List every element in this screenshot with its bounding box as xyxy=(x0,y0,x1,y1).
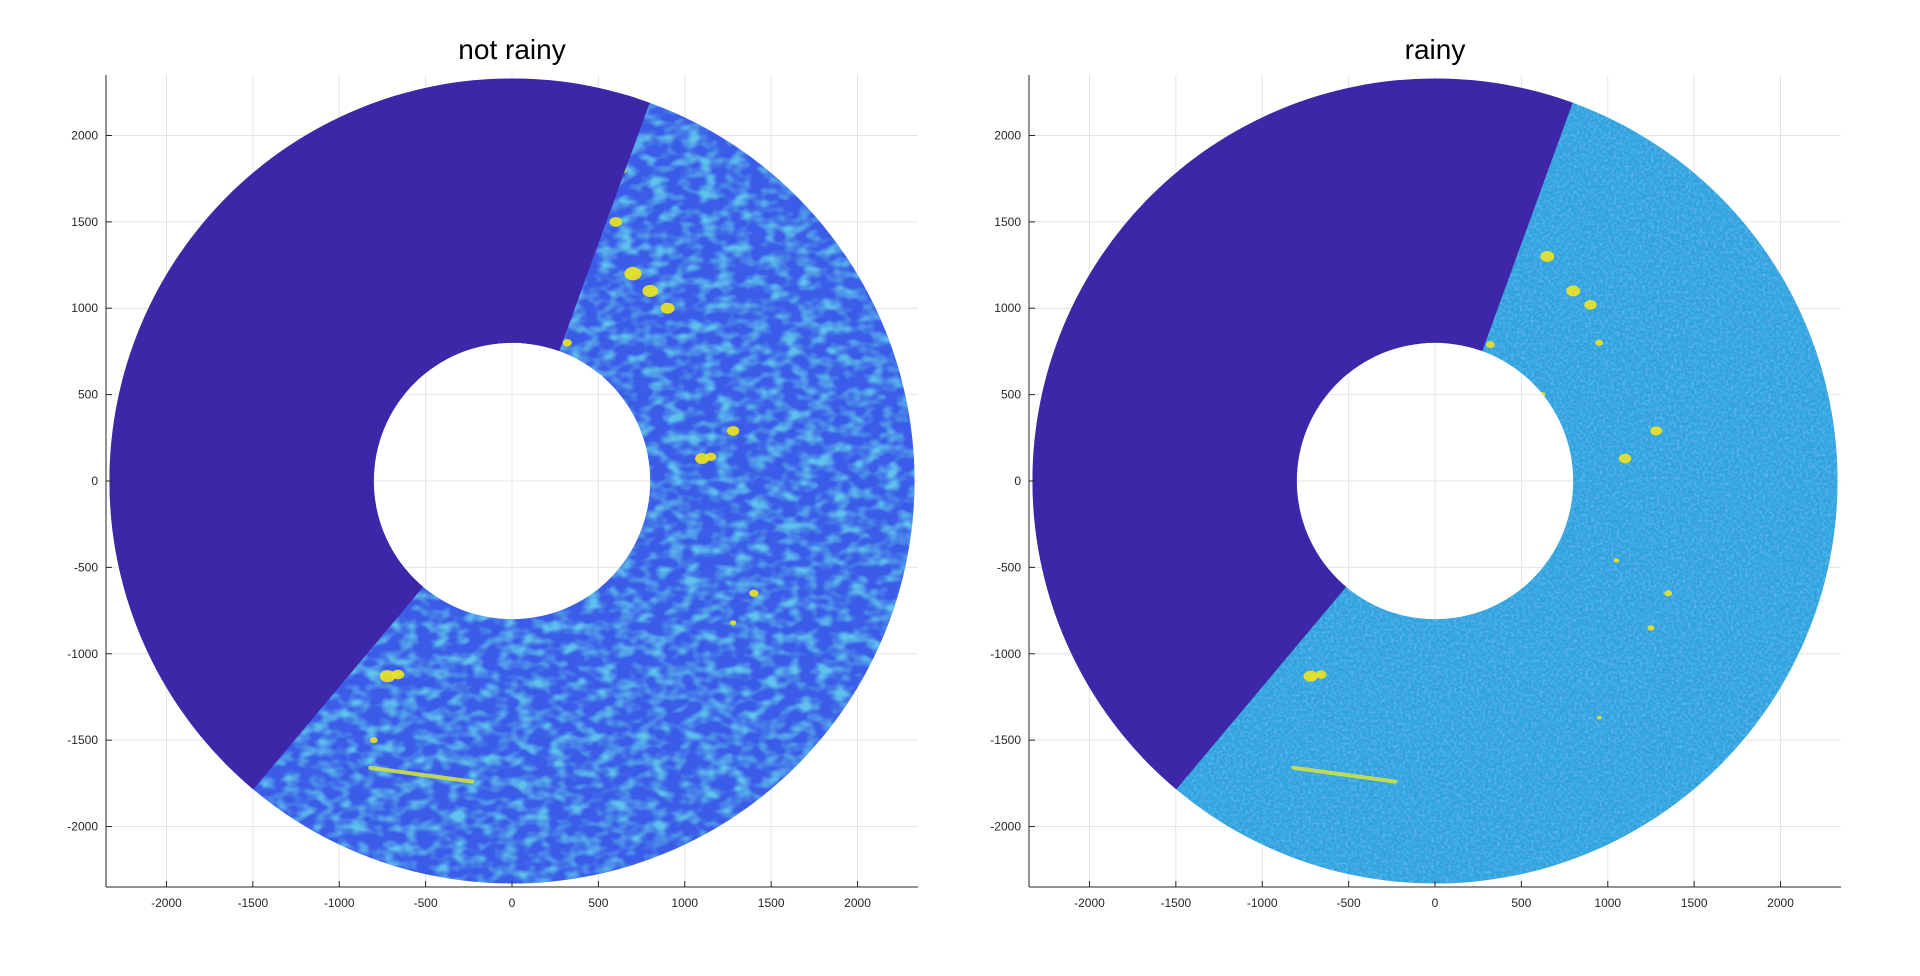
y-tick-label: -2000 xyxy=(990,820,1021,834)
hotspot xyxy=(1664,590,1673,597)
y-tick-label: 0 xyxy=(91,474,98,488)
x-tick-label: 500 xyxy=(1511,896,1531,910)
x-tick-label: 1000 xyxy=(1594,896,1621,910)
x-tick-label: 0 xyxy=(509,896,516,910)
plot-not-rainy: -2000 -1500 -1000 -500 0 500 1000 1500 2000 2000 1… xyxy=(67,34,918,910)
y-tick-label: 1000 xyxy=(994,301,1021,315)
y-tick-label: -500 xyxy=(997,560,1021,574)
blank-sector xyxy=(109,78,651,791)
y-tick-label: 0 xyxy=(1014,474,1021,488)
y-tick-label: -500 xyxy=(74,560,98,574)
hotspot xyxy=(1485,341,1495,348)
hotspot xyxy=(749,589,759,597)
hotspot xyxy=(642,284,658,298)
y-tick-label: 500 xyxy=(78,388,98,402)
y-tick-label: 500 xyxy=(1001,388,1021,402)
hotspot xyxy=(609,217,622,227)
y-tick-label: 1500 xyxy=(994,215,1021,229)
chart-title: rainy xyxy=(1405,34,1466,65)
x-tick-label: 1500 xyxy=(1681,896,1708,910)
x-tick-label: 2000 xyxy=(844,896,871,910)
x-tick-label: 1500 xyxy=(758,896,785,910)
hotspot xyxy=(1540,250,1555,262)
y-tick-label: -1000 xyxy=(990,647,1021,661)
y-tick-label: 2000 xyxy=(71,128,98,142)
y-tick-label: 1000 xyxy=(71,301,98,315)
hotspot xyxy=(1618,453,1632,464)
x-tick-label: 0 xyxy=(1432,896,1439,910)
x-tick-label: -1000 xyxy=(1247,896,1278,910)
hotspot xyxy=(705,452,717,462)
radar-field xyxy=(109,78,915,884)
hotspot xyxy=(391,669,405,680)
x-tick-label: 2000 xyxy=(1767,896,1794,910)
hotspot xyxy=(1595,339,1604,346)
x-tick-label: -2000 xyxy=(1074,896,1105,910)
hotspot xyxy=(660,302,675,314)
blank-sector xyxy=(1032,78,1574,791)
y-tick-label: 1500 xyxy=(71,215,98,229)
hotspot xyxy=(1566,285,1581,297)
y-tick-label: -1500 xyxy=(67,733,98,747)
x-tick-label: -2000 xyxy=(151,896,182,910)
x-tick-label: 500 xyxy=(588,896,608,910)
y-tick-label: -1000 xyxy=(67,647,98,661)
hotspot xyxy=(1613,558,1620,563)
hotspot xyxy=(726,426,740,436)
y-tick-label: 2000 xyxy=(994,128,1021,142)
radar-field xyxy=(1032,78,1838,884)
x-tick-label: -500 xyxy=(414,896,438,910)
hotspot xyxy=(1596,715,1602,720)
hotspot xyxy=(562,339,572,347)
chart-title: not rainy xyxy=(458,34,565,65)
streak-feature xyxy=(1291,765,1398,784)
hotspot xyxy=(1584,299,1597,310)
streak-feature xyxy=(368,765,475,784)
hotspot xyxy=(1647,625,1655,631)
x-tick-label: -500 xyxy=(1337,896,1361,910)
hotspot xyxy=(1315,670,1327,679)
x-tick-label: -1500 xyxy=(1160,896,1191,910)
x-tick-label: 1000 xyxy=(671,896,698,910)
hotspot xyxy=(1303,670,1318,682)
y-tick-label: -2000 xyxy=(67,820,98,834)
plot-rainy: -2000 -1500 -1000 -500 0 500 1000 1500 2000 2000 1… xyxy=(990,34,1841,910)
hotspot xyxy=(624,267,642,281)
x-tick-label: -1500 xyxy=(237,896,268,910)
hotspot xyxy=(1650,426,1663,436)
x-tick-label: -1000 xyxy=(324,896,355,910)
hotspot xyxy=(730,620,737,626)
hotspot xyxy=(369,737,378,744)
y-tick-label: -1500 xyxy=(990,733,1021,747)
hotspot xyxy=(379,670,396,683)
